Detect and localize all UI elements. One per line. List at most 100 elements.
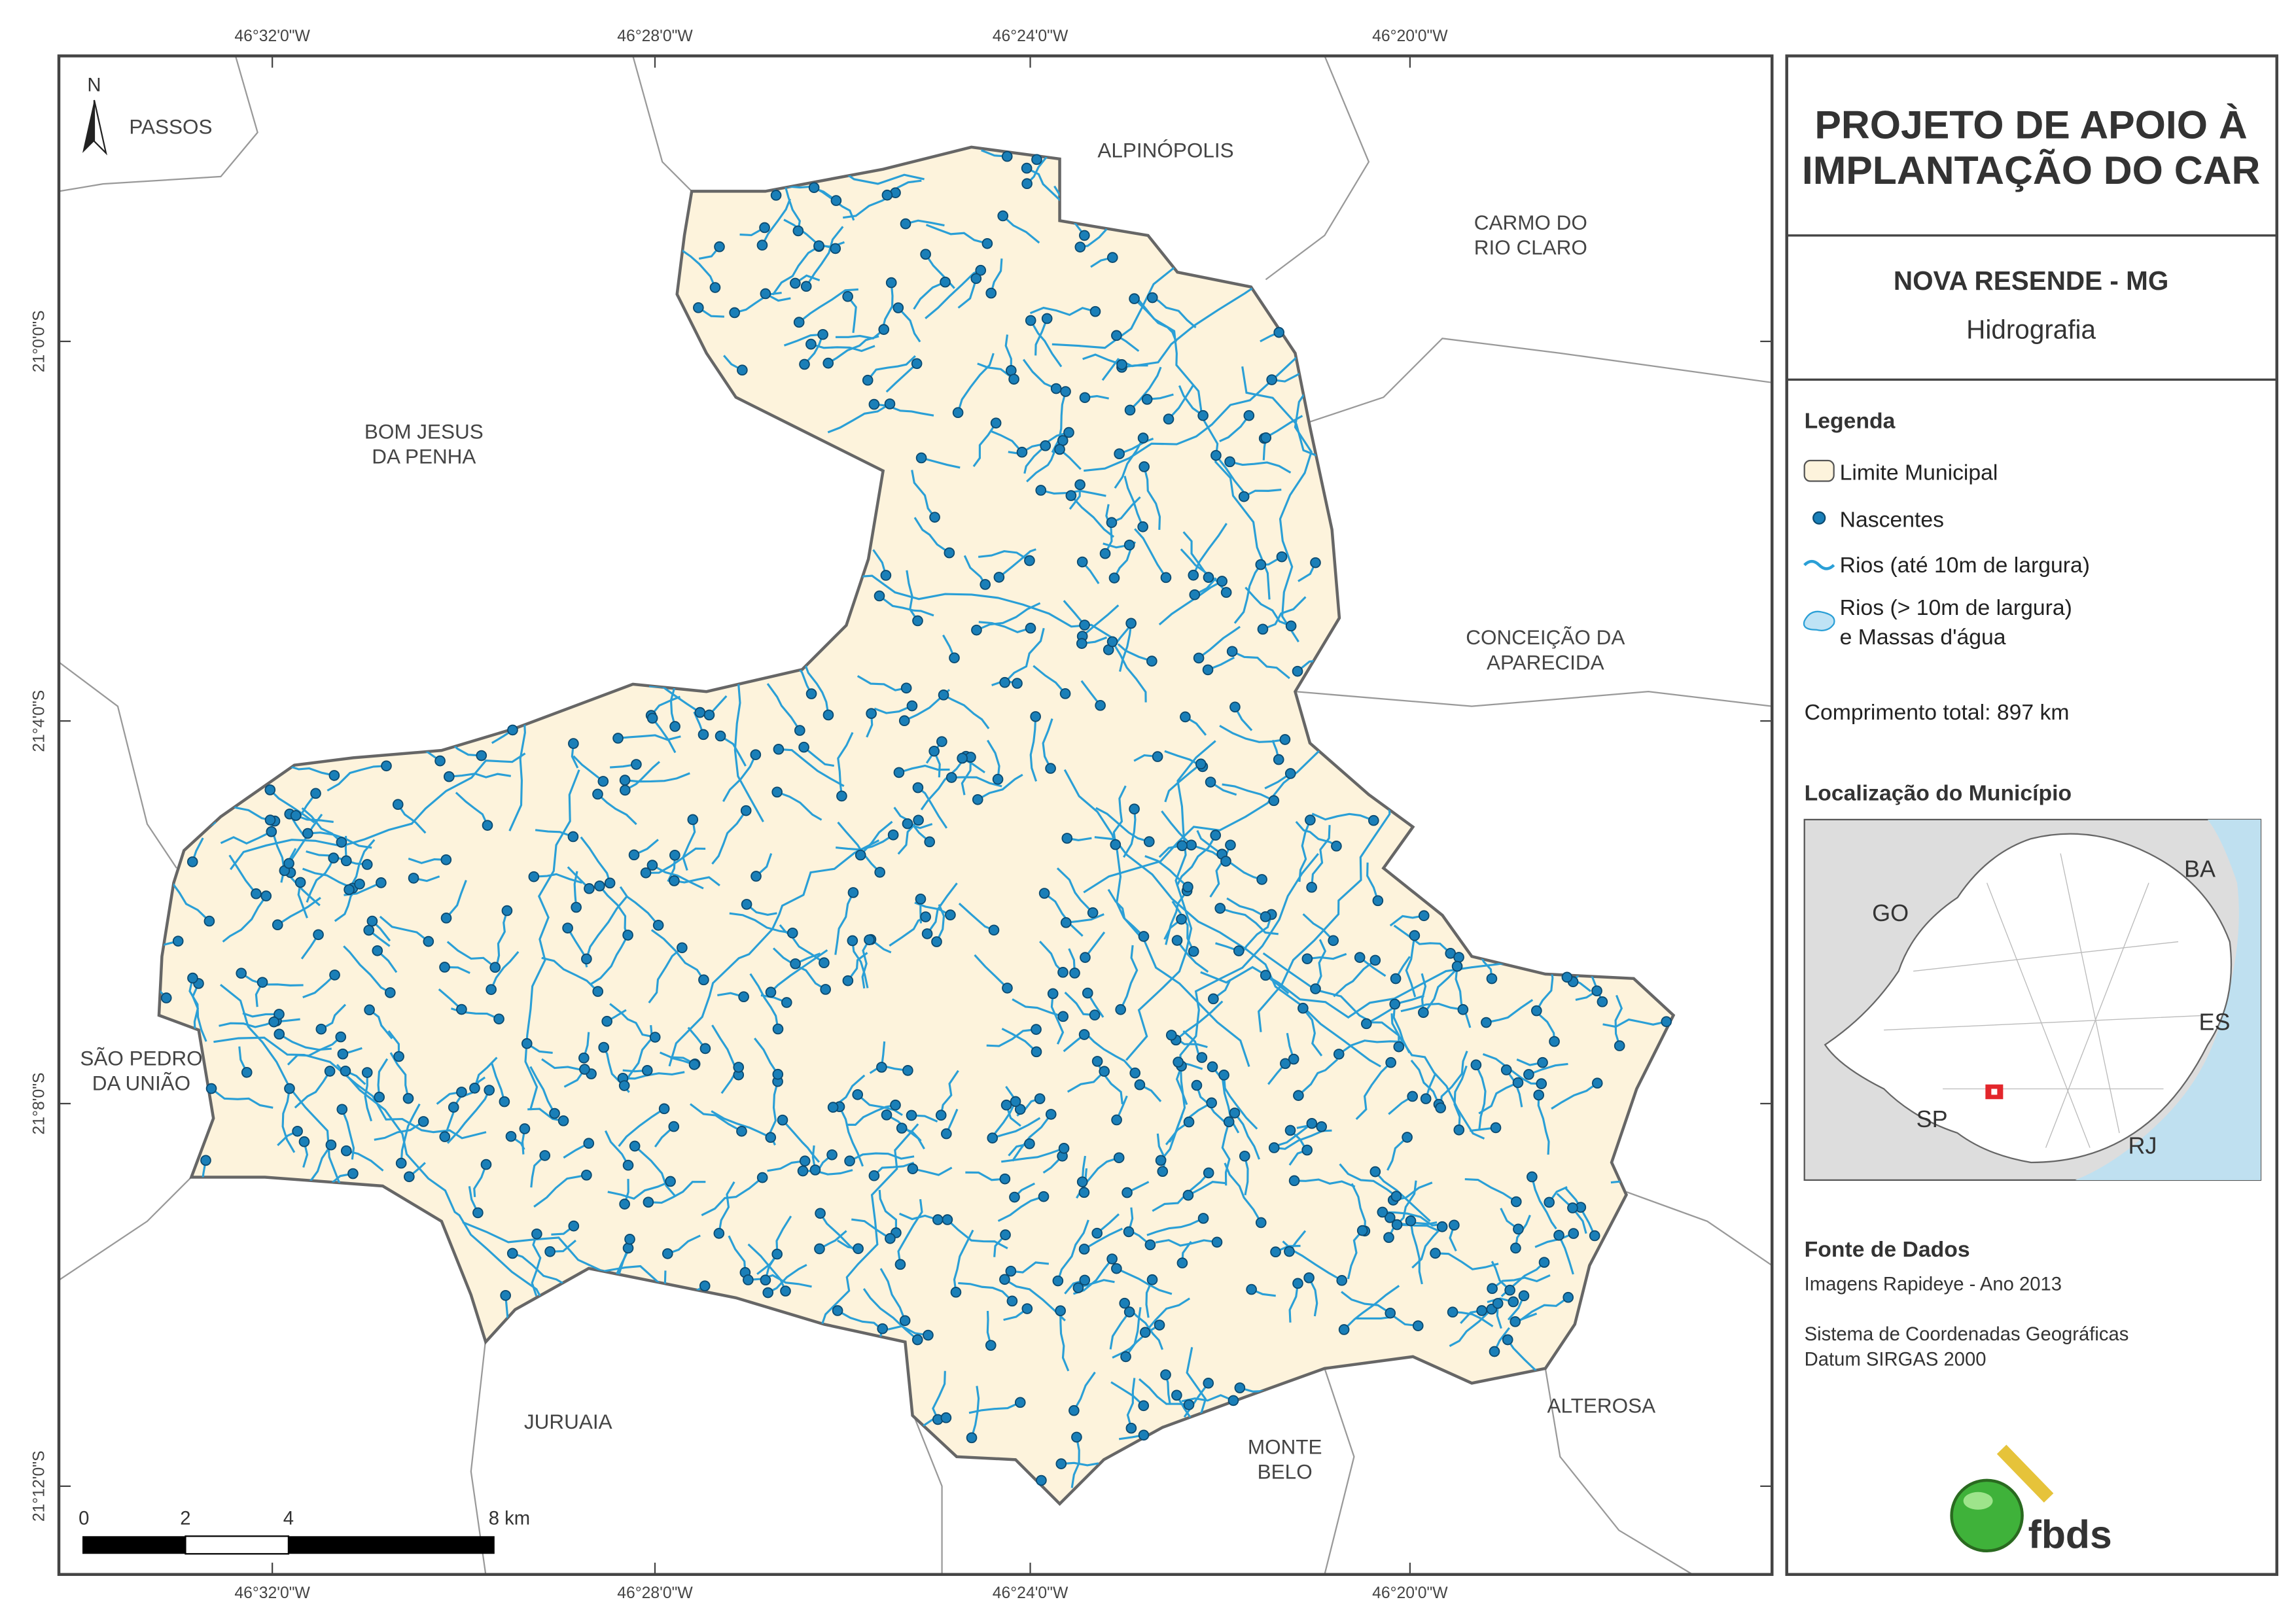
river — [527, 1108, 564, 1122]
river — [1034, 318, 1048, 356]
spring — [592, 986, 604, 997]
river — [1146, 1217, 1204, 1236]
spring — [484, 1085, 495, 1096]
river — [869, 1064, 908, 1074]
spring — [852, 1089, 864, 1100]
spring — [688, 1059, 700, 1070]
river — [1614, 994, 1623, 1047]
river — [766, 683, 801, 731]
river — [213, 1036, 487, 1140]
spring — [1106, 252, 1118, 263]
spring — [643, 1196, 654, 1208]
spring — [601, 1015, 612, 1027]
river — [897, 1198, 923, 1265]
spring — [1123, 1306, 1135, 1318]
spring — [472, 1207, 484, 1219]
spring — [1025, 622, 1036, 634]
spring — [618, 1080, 630, 1091]
river — [851, 1218, 891, 1240]
river — [1002, 215, 1040, 244]
river — [1505, 1069, 1523, 1108]
river — [1393, 924, 1451, 954]
spring — [1076, 556, 1088, 568]
river — [1161, 810, 1192, 846]
river — [1551, 1082, 1598, 1110]
river — [862, 1288, 919, 1341]
legend-item: Rios (até 10m de largura) — [1840, 553, 2090, 578]
spring — [874, 867, 885, 878]
river — [1001, 1028, 1038, 1053]
spring — [1234, 1382, 1246, 1393]
neighbor-boundaries — [59, 56, 1773, 1575]
spring — [1079, 620, 1090, 631]
spring — [313, 929, 324, 941]
spring — [482, 820, 493, 831]
spring — [1054, 444, 1065, 455]
spring — [750, 749, 762, 760]
spring — [1157, 1166, 1169, 1178]
spring — [274, 1028, 285, 1040]
river — [1572, 1207, 1587, 1234]
river — [1359, 956, 1386, 977]
river — [495, 910, 508, 968]
river — [302, 974, 336, 999]
spring — [1021, 178, 1033, 190]
spring — [906, 700, 918, 712]
spring — [1012, 678, 1023, 689]
spring — [874, 590, 885, 602]
spring — [658, 1103, 670, 1115]
river — [1117, 643, 1152, 663]
longitude-label: 46°20'0"W — [1372, 27, 1448, 45]
spring — [1453, 1124, 1465, 1136]
spring — [1197, 410, 1209, 421]
spring — [820, 984, 831, 995]
spring — [1106, 517, 1118, 529]
spring — [826, 1149, 838, 1161]
spring — [1393, 1041, 1405, 1053]
spring — [771, 786, 783, 798]
river — [648, 1181, 706, 1204]
spring — [931, 936, 942, 947]
spring — [1155, 1155, 1167, 1166]
river — [783, 184, 801, 232]
river — [779, 924, 825, 964]
spring — [822, 357, 834, 369]
spring — [1108, 572, 1120, 584]
spring — [911, 1334, 923, 1346]
spring — [1080, 952, 1091, 963]
river — [240, 972, 304, 986]
spring — [1489, 1346, 1500, 1357]
spring — [1074, 479, 1086, 491]
side-panel: PROJETO DE APOIO À IMPLANTAÇÃO DO CAR NO… — [1785, 54, 2278, 1577]
longitude-label: 46°20'0"W — [1372, 1584, 1448, 1602]
river — [473, 1164, 487, 1197]
river — [364, 1072, 373, 1122]
spring — [1059, 688, 1071, 699]
spring — [1384, 1212, 1396, 1223]
river — [990, 258, 1003, 294]
spring — [777, 1114, 788, 1126]
spring — [1203, 1378, 1214, 1389]
spring — [1125, 618, 1137, 629]
spring — [1060, 917, 1072, 928]
neighbor-label: BOM JESUS — [364, 419, 484, 443]
spring — [1510, 1316, 1521, 1327]
river — [940, 1070, 959, 1116]
spring — [809, 1164, 821, 1176]
spring — [1205, 777, 1216, 788]
spring — [336, 1104, 348, 1115]
river — [580, 836, 611, 884]
spring — [936, 736, 947, 747]
river — [1196, 829, 1223, 856]
neighbor-label: ALTEROSA — [1547, 1393, 1655, 1417]
river — [1311, 812, 1374, 822]
spring — [928, 745, 940, 757]
spring — [698, 974, 709, 986]
river — [898, 764, 950, 774]
spring — [1368, 814, 1379, 826]
spring — [1453, 952, 1464, 963]
river — [976, 602, 1041, 631]
spring — [1089, 305, 1101, 317]
spring — [884, 398, 896, 410]
river — [718, 1181, 735, 1234]
